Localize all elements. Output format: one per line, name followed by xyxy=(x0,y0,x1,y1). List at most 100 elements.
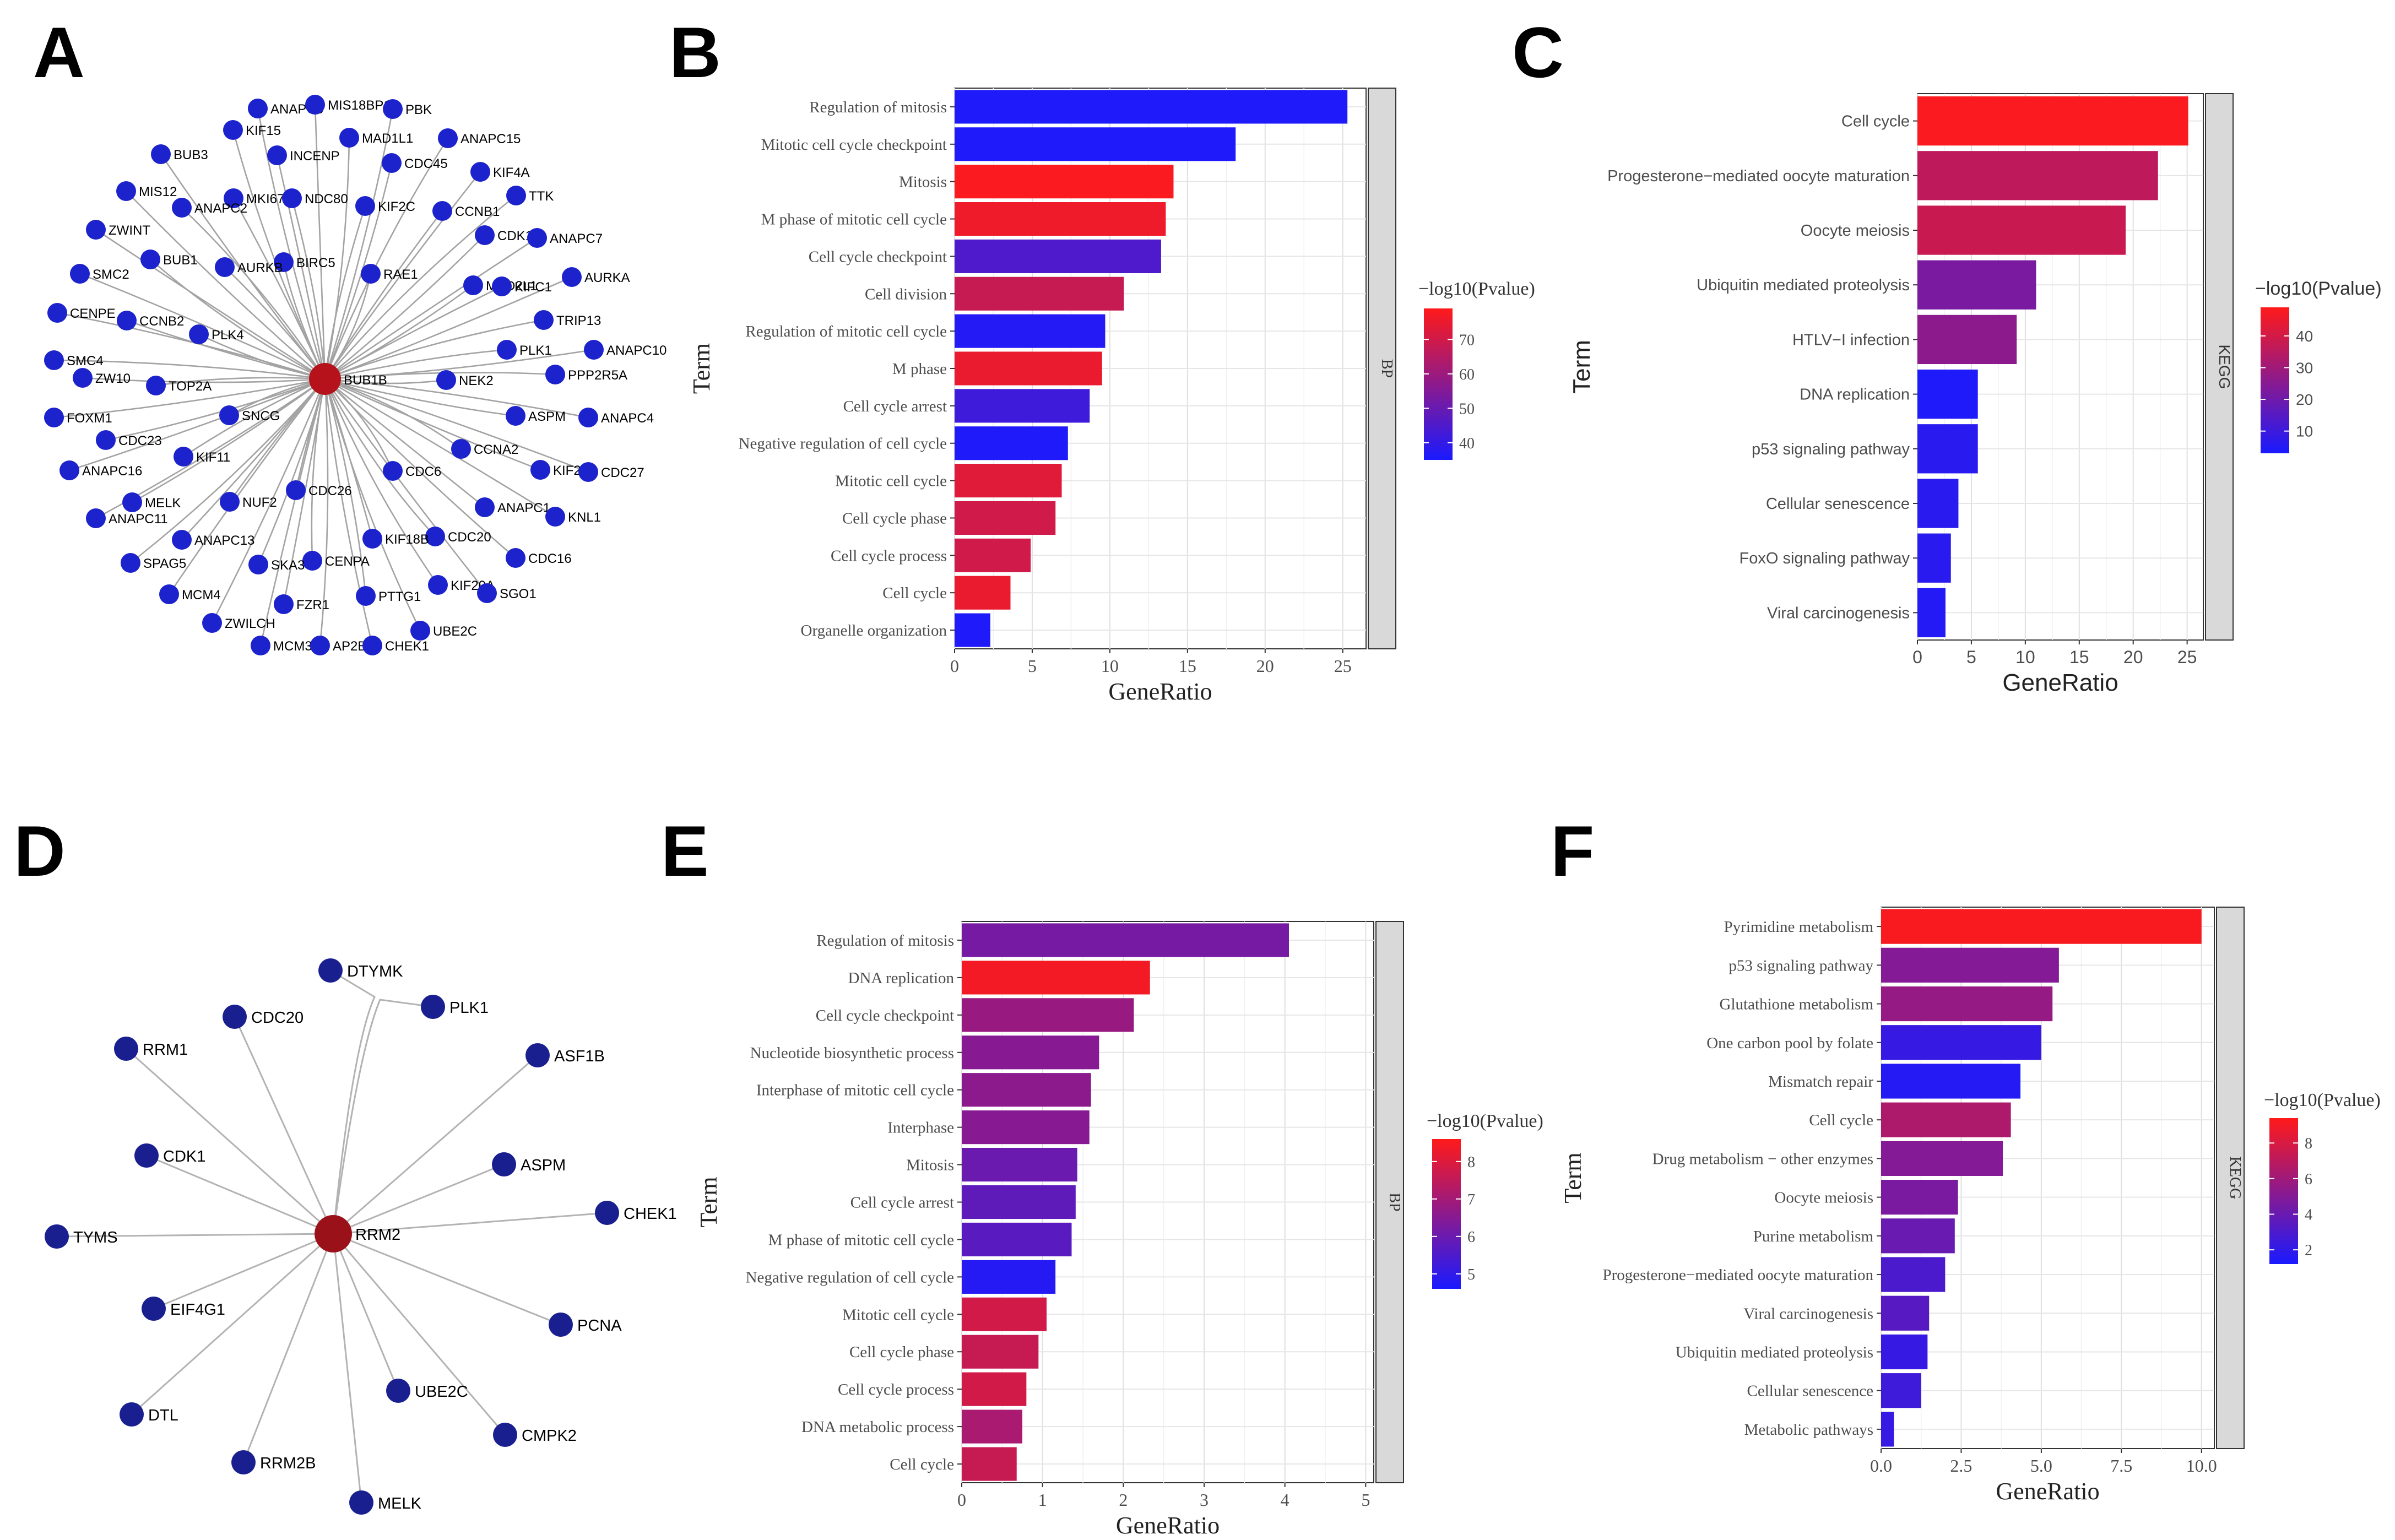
category-label: Pyrimidine metabolism xyxy=(1724,918,1874,936)
category-label: Mitosis xyxy=(906,1157,954,1174)
bar xyxy=(962,1260,1056,1294)
category-label: Viral carcinogenesis xyxy=(1743,1305,1873,1322)
network-d-edge xyxy=(333,1233,561,1326)
network-a-node: UBE2C xyxy=(410,621,477,641)
network-a-node-label: FZR1 xyxy=(296,598,329,612)
network-a-node-marker xyxy=(410,621,430,641)
facet-strip-label: KEGG xyxy=(2226,1157,2244,1200)
category-label: Metabolic pathways xyxy=(1744,1421,1873,1439)
network-d-node: ASPM xyxy=(492,1152,566,1176)
bar xyxy=(1917,424,1978,474)
network-a-edge xyxy=(324,378,462,450)
network-d-node: UBE2C xyxy=(386,1379,468,1403)
network-a-node-marker xyxy=(362,636,382,655)
legend-title: −log10(Pvalue) xyxy=(1427,1111,1543,1131)
network-a-node-marker xyxy=(506,548,525,568)
network-a-edge xyxy=(324,378,373,646)
panel-label-e: E xyxy=(661,811,709,891)
network-a-node-marker xyxy=(382,153,402,173)
bar xyxy=(955,90,1348,124)
network-a-edge xyxy=(132,378,326,503)
category-label: Organelle organization xyxy=(801,622,947,639)
facet-strip-box xyxy=(2216,907,2245,1449)
x-axis-title-c: GeneRatio xyxy=(2002,669,2118,696)
network-a-node-marker xyxy=(251,636,270,655)
x-tick-label: 0 xyxy=(950,656,959,676)
network-a-node-label: CCNB2 xyxy=(139,314,184,329)
legend-colorbar xyxy=(1432,1139,1461,1289)
y-axis-title-f: Term xyxy=(1559,1152,1586,1203)
network-a-edge xyxy=(324,378,485,508)
network-a-node-label: CENPE xyxy=(70,306,116,321)
y-axis-title-c: Term xyxy=(1568,340,1595,394)
network-a-edge xyxy=(324,137,350,379)
bar-chart-panel-f: Pyrimidine metabolism p53 signaling pathw… xyxy=(1559,907,2381,1505)
network-d-node-label: DTYMK xyxy=(347,963,403,980)
category-label: Regulation of mitosis xyxy=(809,99,947,116)
x-tick-label: 10 xyxy=(1101,656,1119,676)
bar xyxy=(955,426,1068,460)
network-d-edge xyxy=(332,1233,399,1391)
network-d-edge xyxy=(332,999,434,1234)
x-tick-label: 15 xyxy=(1179,656,1196,676)
x-tick-label: 4 xyxy=(1281,1490,1289,1510)
network-a-node-label: ANAPC11 xyxy=(109,512,168,527)
bar xyxy=(962,1222,1072,1257)
network-d-node: EIF4G1 xyxy=(142,1297,225,1321)
network-a-node: SMC4 xyxy=(44,350,104,370)
network-a-node-marker xyxy=(438,128,458,148)
network-a-node: CDC45 xyxy=(382,153,448,173)
bar xyxy=(1881,1025,2041,1060)
network-a-node: CHEK1 xyxy=(362,636,429,655)
network-a-node: CDC27 xyxy=(578,462,644,482)
category-label: Purine metabolism xyxy=(1753,1228,1874,1245)
network-a-node-marker xyxy=(475,497,495,517)
network-a-edge xyxy=(324,162,393,379)
network-a-node-label: CHEK1 xyxy=(385,639,429,654)
network-a-node: AURKA xyxy=(562,267,630,287)
network-a-node: ZWILCH xyxy=(202,613,275,633)
network-a-node: PBK xyxy=(383,99,432,119)
network-a-node-label: RAE1 xyxy=(383,267,418,282)
category-label: p53 signaling pathway xyxy=(1752,441,1910,458)
legend-e: −log10(Pvalue) 5 6 7 8 xyxy=(1427,1111,1543,1289)
x-axis-title-e: GeneRatio xyxy=(1116,1512,1220,1539)
network-a-edge xyxy=(324,109,394,379)
network-a-node-label: CENPA xyxy=(325,554,370,569)
category-label: Cell cycle xyxy=(890,1456,954,1473)
network-a-edge xyxy=(53,359,326,380)
legend-tick-label: 60 xyxy=(1459,366,1475,383)
network-a-node: NUF2 xyxy=(220,492,277,512)
network-a-node-label: MAD1L1 xyxy=(362,131,413,146)
network-a-node-label: CCNA2 xyxy=(474,442,518,457)
network-a-node-label: KIF4A xyxy=(493,165,530,180)
category-label: Ubiquitin mediated proteolysis xyxy=(1697,276,1910,294)
network-a-edge xyxy=(324,378,439,585)
bars-b xyxy=(955,90,1348,647)
network-a-edge xyxy=(324,378,488,594)
network-a-node-marker xyxy=(86,508,106,528)
network-a-node-label: PTTG1 xyxy=(378,589,421,604)
network-a-node-marker xyxy=(545,507,565,527)
network-d-node: DTYMK xyxy=(318,958,403,983)
network-a-edge xyxy=(319,378,329,646)
bar xyxy=(962,1185,1076,1219)
network-a-edge xyxy=(324,138,449,379)
facet-strip-box xyxy=(1368,88,1396,649)
bar xyxy=(1881,1295,1930,1331)
network-a-node: SMC2 xyxy=(70,264,129,284)
network-a-node-marker xyxy=(362,529,382,549)
panel-labels: A B C D E F xyxy=(14,12,1594,891)
network-a-node-marker xyxy=(44,408,64,427)
network-a-node-marker xyxy=(428,575,448,595)
network-a-node-marker xyxy=(223,120,243,140)
category-label: Cell cycle phase xyxy=(842,509,947,527)
bar xyxy=(1881,986,2053,1022)
legend-b: −log10(Pvalue) 40 50 60 70 xyxy=(1418,279,1535,460)
network-a-node-label: SGO1 xyxy=(500,587,537,601)
network-a-node-marker xyxy=(477,583,497,603)
network-d-node: MELK xyxy=(349,1490,422,1515)
bar xyxy=(955,464,1062,498)
network-a-edge xyxy=(324,349,507,380)
